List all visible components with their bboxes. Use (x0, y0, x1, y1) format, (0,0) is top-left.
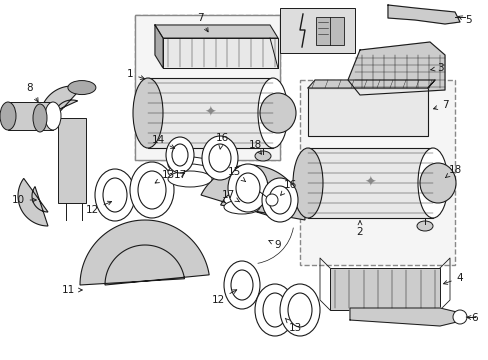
Ellipse shape (258, 78, 287, 148)
Bar (329, 268, 439, 310)
Polygon shape (349, 308, 464, 326)
Ellipse shape (452, 310, 466, 324)
Ellipse shape (168, 171, 212, 187)
Ellipse shape (133, 78, 163, 148)
Ellipse shape (260, 93, 295, 133)
Ellipse shape (172, 144, 187, 166)
Text: 14: 14 (151, 135, 174, 148)
Polygon shape (18, 178, 48, 226)
Bar (58, 118, 86, 203)
Polygon shape (307, 80, 434, 88)
Text: 18: 18 (248, 140, 261, 154)
Bar (299, 80, 454, 265)
Bar (135, 15, 280, 160)
Ellipse shape (138, 171, 165, 209)
Ellipse shape (208, 144, 230, 172)
Bar (307, 148, 432, 218)
Ellipse shape (262, 178, 297, 222)
Text: 17: 17 (173, 170, 186, 180)
Text: 11: 11 (61, 285, 82, 295)
Ellipse shape (33, 104, 47, 132)
Polygon shape (155, 25, 278, 38)
Ellipse shape (230, 270, 252, 300)
Ellipse shape (165, 137, 194, 173)
Ellipse shape (287, 293, 311, 327)
Text: 4: 4 (443, 273, 462, 284)
Ellipse shape (168, 157, 212, 173)
Ellipse shape (263, 293, 286, 327)
Bar (315, 17, 343, 45)
Text: 12: 12 (85, 201, 111, 215)
Text: ✦: ✦ (204, 106, 215, 120)
Text: 8: 8 (27, 83, 38, 102)
Ellipse shape (224, 200, 260, 214)
Text: 16: 16 (215, 133, 228, 149)
Polygon shape (155, 25, 163, 68)
Ellipse shape (130, 162, 174, 218)
Ellipse shape (168, 164, 212, 180)
Text: 13: 13 (155, 170, 174, 183)
Ellipse shape (268, 186, 290, 214)
Ellipse shape (202, 136, 238, 180)
Text: 1: 1 (126, 69, 144, 80)
Ellipse shape (265, 194, 278, 206)
Ellipse shape (417, 148, 447, 218)
Bar (8, 102, 53, 130)
Ellipse shape (227, 164, 267, 212)
Bar (135, 15, 280, 160)
Text: 13: 13 (285, 318, 301, 333)
Text: 12: 12 (211, 290, 236, 305)
Ellipse shape (103, 178, 127, 212)
Polygon shape (163, 38, 278, 68)
Ellipse shape (254, 284, 294, 336)
Bar (280, 8, 354, 53)
Text: 5: 5 (458, 15, 470, 25)
Ellipse shape (0, 102, 16, 130)
Text: 18: 18 (445, 165, 461, 177)
Polygon shape (387, 5, 459, 24)
Polygon shape (40, 86, 81, 118)
Text: 16: 16 (280, 180, 296, 195)
Ellipse shape (45, 102, 61, 130)
Text: ✦: ✦ (364, 176, 375, 190)
Text: 17: 17 (221, 190, 239, 202)
Bar (307, 88, 427, 136)
Polygon shape (201, 165, 305, 220)
Ellipse shape (292, 148, 323, 218)
Polygon shape (80, 220, 209, 285)
Text: 7: 7 (433, 100, 447, 110)
Text: 15: 15 (227, 167, 245, 182)
Text: 3: 3 (430, 63, 443, 73)
Bar (148, 78, 272, 148)
Text: 6: 6 (465, 313, 477, 323)
Ellipse shape (95, 169, 135, 221)
Text: 9: 9 (268, 240, 281, 250)
Ellipse shape (419, 163, 455, 203)
Ellipse shape (224, 193, 260, 207)
Ellipse shape (224, 261, 260, 309)
Text: 2: 2 (356, 221, 363, 237)
Ellipse shape (236, 173, 260, 203)
Polygon shape (347, 42, 444, 95)
Ellipse shape (280, 284, 319, 336)
Ellipse shape (416, 221, 432, 231)
Ellipse shape (68, 81, 96, 95)
Ellipse shape (254, 151, 270, 161)
Text: 7: 7 (196, 13, 208, 32)
Text: 10: 10 (11, 195, 36, 205)
